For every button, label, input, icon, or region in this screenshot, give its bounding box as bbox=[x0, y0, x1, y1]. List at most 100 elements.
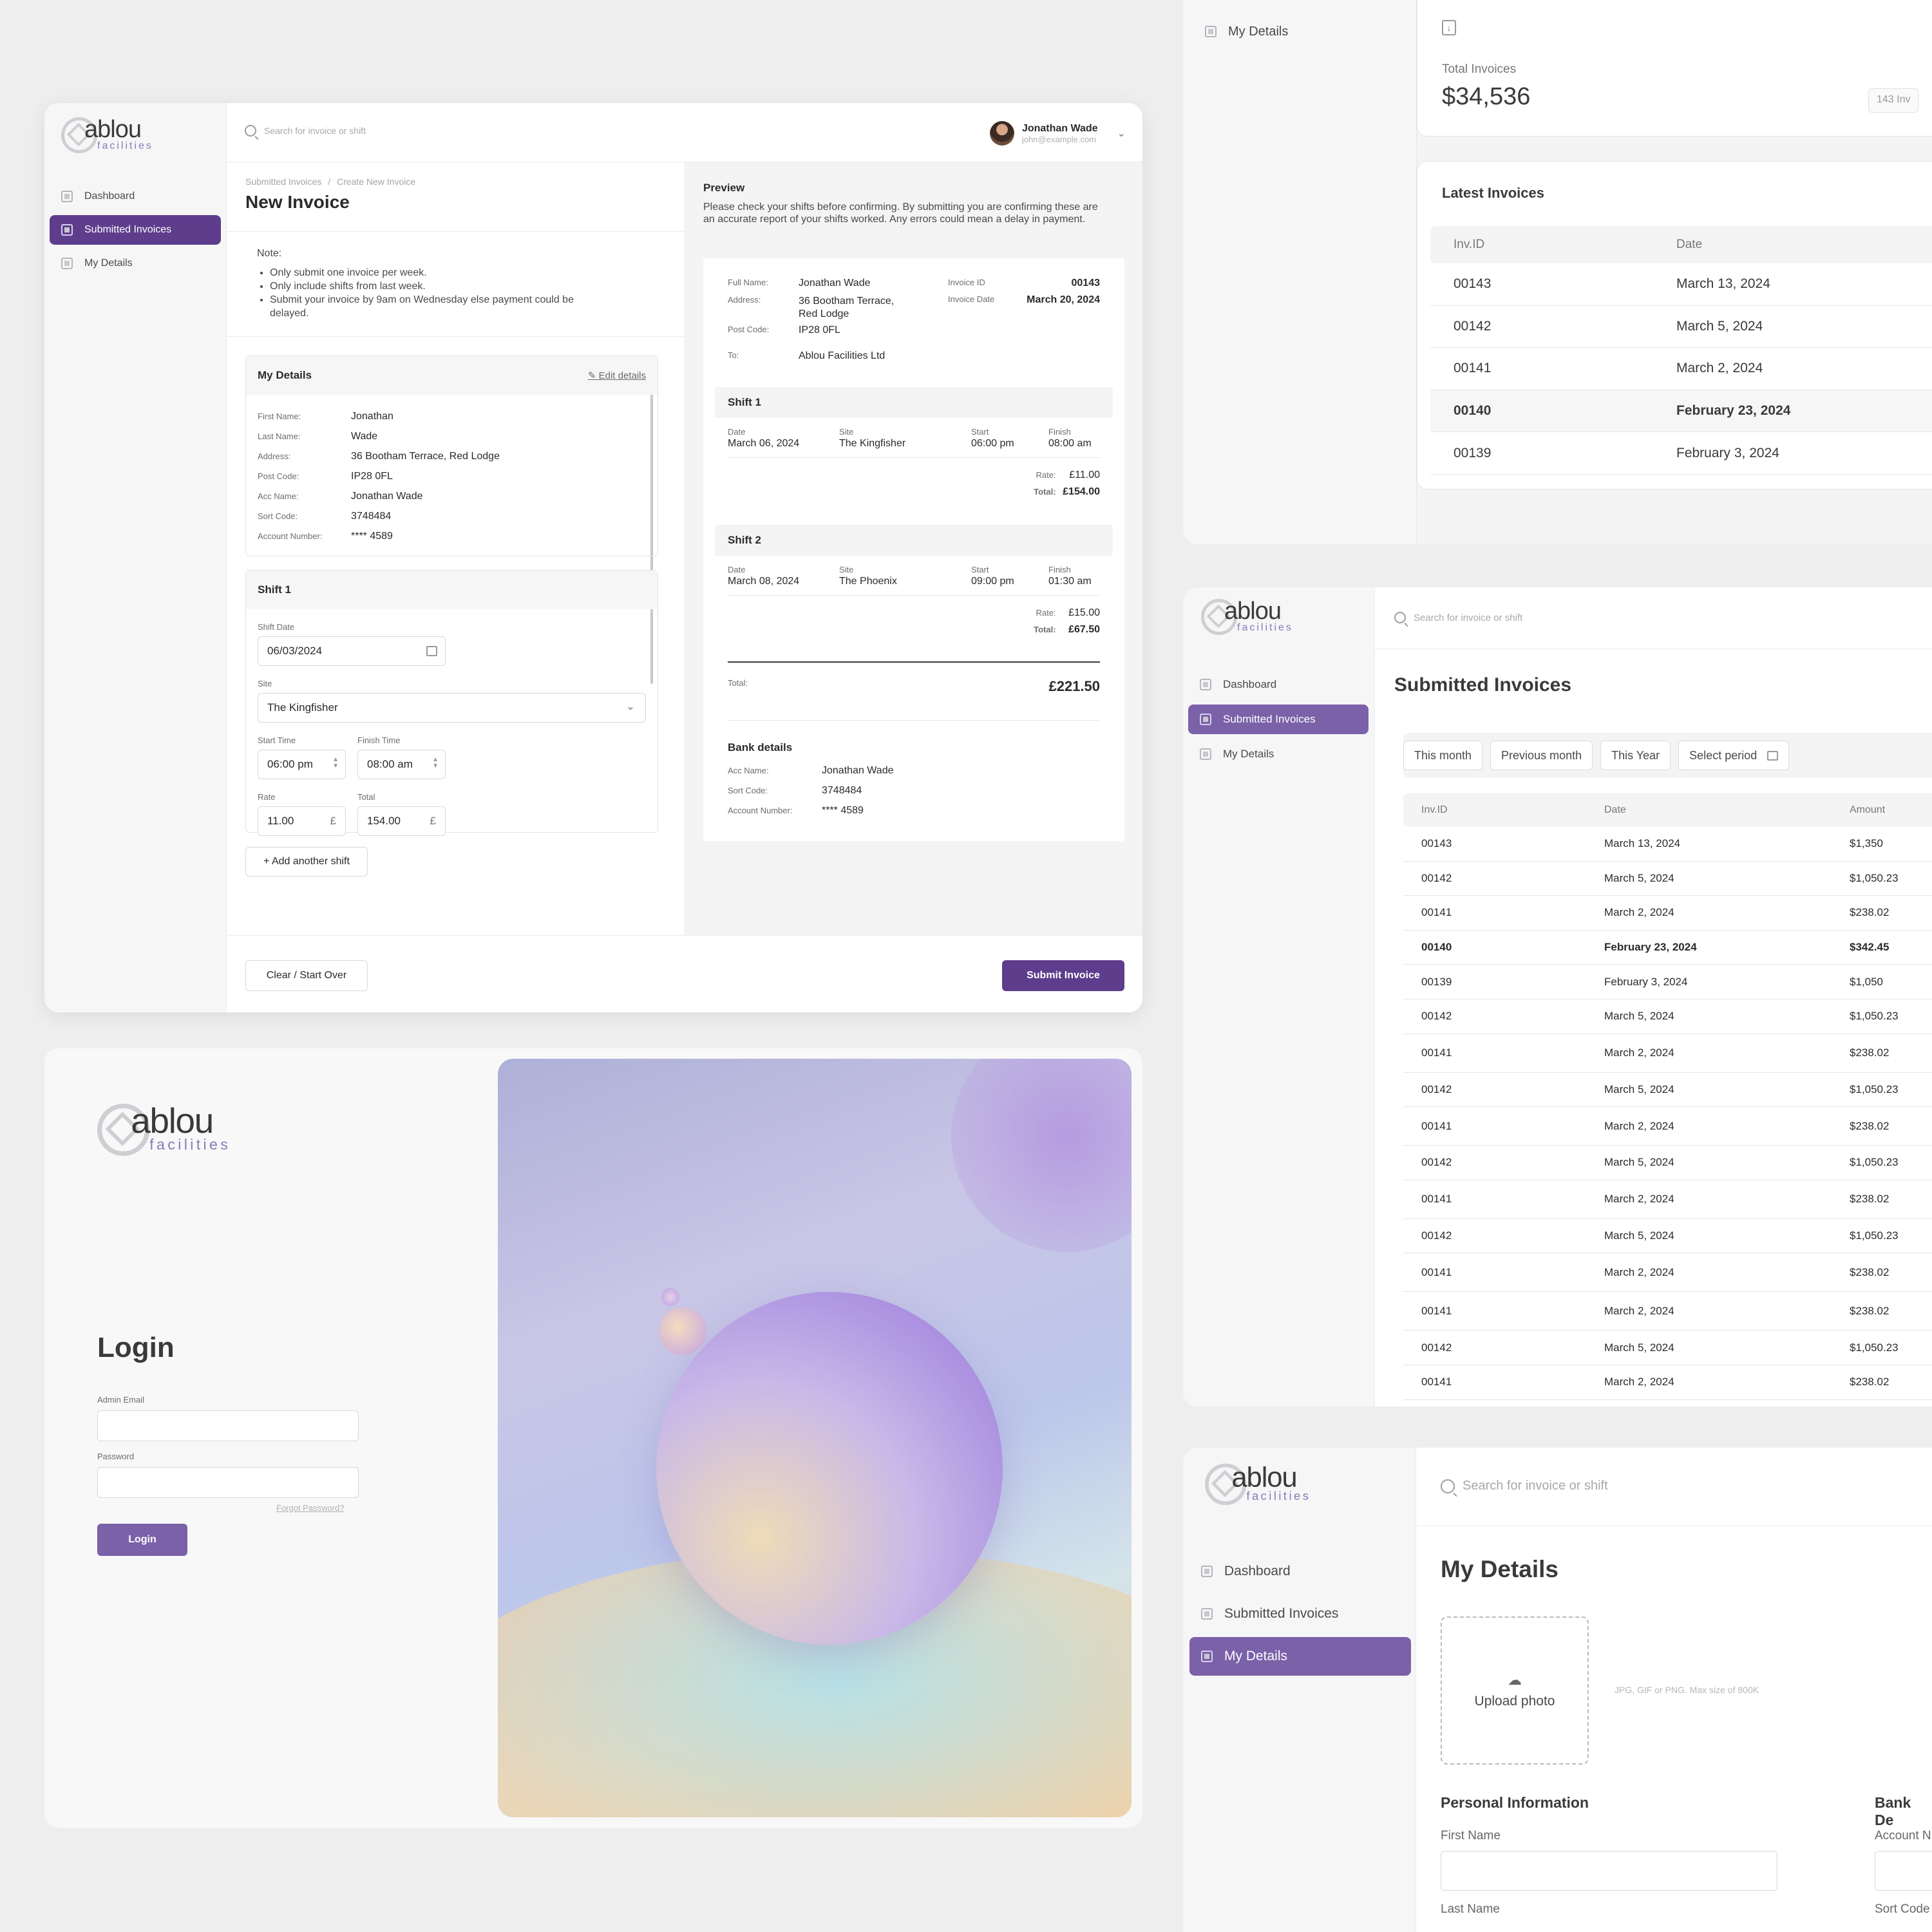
page-title: Submitted Invoices bbox=[1394, 674, 1572, 696]
password-field[interactable] bbox=[97, 1467, 359, 1498]
grand-total: £221.50 bbox=[1048, 678, 1100, 694]
sidebar: ablou facilities Dashboard Submitted Inv… bbox=[44, 103, 227, 1012]
user-menu[interactable]: Jonathan Wade john@example.com ⌄ bbox=[989, 121, 1126, 146]
chevron-down-icon: ⌄ bbox=[625, 700, 635, 712]
table-row[interactable]: 00141 March 2, 2024 $238.02 bbox=[1403, 1180, 1932, 1219]
table-row[interactable]: 00139 February 3, 2024 bbox=[1430, 432, 1932, 475]
table-row[interactable]: 00142 March 5, 2024 $1,050.23 bbox=[1403, 1331, 1932, 1365]
invoice-icon bbox=[1201, 1608, 1213, 1620]
nav-my-details[interactable]: My Details bbox=[1188, 739, 1368, 769]
table-row[interactable]: 00140 February 23, 2024 bbox=[1430, 390, 1932, 433]
dashboard-icon bbox=[1201, 1566, 1213, 1577]
nav-submitted-invoices[interactable]: Submitted Invoices bbox=[50, 215, 221, 245]
login-button[interactable]: Login bbox=[97, 1524, 187, 1556]
forgot-password-link[interactable]: Forgot Password? bbox=[276, 1503, 345, 1513]
nav-dashboard[interactable]: Dashboard bbox=[1189, 1552, 1411, 1591]
page-title: My Details bbox=[1441, 1556, 1559, 1582]
note-box: Note: Only submit one invoice per week. … bbox=[257, 248, 618, 320]
my-details-card: My Details ✎ Edit details First Name: Jon… bbox=[245, 355, 658, 556]
breadcrumb-current: Create New Invoice bbox=[336, 176, 416, 187]
table-row[interactable]: 00141 March 2, 2024 $238.02 bbox=[1403, 1292, 1932, 1331]
stepper-icon[interactable]: ▲ ▼ bbox=[332, 756, 339, 770]
table-row[interactable]: 00140 February 23, 2024 $342.45 bbox=[1403, 931, 1932, 965]
table-row[interactable]: 00141 March 2, 2024 bbox=[1430, 348, 1932, 390]
rate-input[interactable]: 11.00 £ bbox=[258, 806, 346, 836]
sidebar: ablou facilities Dashboard Submitted Inv… bbox=[1183, 587, 1375, 1406]
submitted-invoices-table: 00143 March 13, 2024 $1,350 00142 March 5, 2… bbox=[1403, 827, 1932, 1400]
edit-details-link[interactable]: ✎ Edit details bbox=[587, 370, 646, 381]
table-row[interactable]: 00141 March 2, 2024 $238.02 bbox=[1403, 1034, 1932, 1073]
table-row[interactable]: 00142 March 5, 2024 $1,050.23 bbox=[1403, 999, 1932, 1034]
table-row[interactable]: 00142 March 5, 2024 bbox=[1430, 306, 1932, 348]
submit-invoice-button[interactable]: Submit Invoice bbox=[1002, 960, 1124, 991]
search-input[interactable]: Search for invoice or shift bbox=[1463, 1479, 1608, 1493]
table-row[interactable]: 00141 March 2, 2024 $238.02 bbox=[1403, 1365, 1932, 1400]
nav-my-details[interactable]: My Details bbox=[1193, 17, 1354, 46]
search-icon bbox=[1394, 612, 1406, 623]
brand-logo: ablou facilities bbox=[1201, 596, 1291, 638]
new-invoice-window: ablou facilities Dashboard Submitted Inv… bbox=[44, 103, 1142, 1012]
table-row[interactable]: 00142 March 5, 2024 $1,050.23 bbox=[1403, 1219, 1932, 1254]
site-select[interactable]: The Kingfisher ⌄ bbox=[258, 693, 646, 723]
submitted-invoices-window: ablou facilities Dashboard Submitted Inv… bbox=[1183, 587, 1932, 1406]
nav-submitted-invoices[interactable]: Submitted Invoices bbox=[1188, 705, 1368, 734]
table-row[interactable]: 00143 March 13, 2024 bbox=[1430, 263, 1932, 306]
table-row[interactable]: 00142 March 5, 2024 $1,050.23 bbox=[1403, 1146, 1932, 1180]
latest-invoices-card: Latest Invoices Inv.ID Date 00143 March 1… bbox=[1417, 161, 1932, 489]
pencil-icon: ✎ bbox=[587, 370, 596, 381]
table-row[interactable]: 00142 March 5, 2024 $1,050.23 bbox=[1403, 862, 1932, 896]
search-input[interactable]: Search for invoice or shift bbox=[1414, 612, 1523, 623]
topbar: Search for invoice or shift bbox=[1375, 587, 1932, 649]
period-filter: This month Previous month This Year Sele… bbox=[1403, 733, 1932, 778]
dashboard-window: My Details ↓ Total Invoices $34,536 143 … bbox=[1183, 0, 1932, 544]
nav-dashboard[interactable]: Dashboard bbox=[50, 182, 221, 211]
total-input[interactable]: 154.00 £ bbox=[357, 806, 446, 836]
nav-dashboard[interactable]: Dashboard bbox=[1188, 670, 1368, 699]
search-icon bbox=[1441, 1479, 1455, 1493]
filter-select-period[interactable]: Select period bbox=[1678, 741, 1790, 770]
add-shift-button[interactable]: + Add another shift bbox=[245, 847, 368, 876]
invoice-preview-card: Full Name: Jonathan Wade Address: 36 Booth… bbox=[703, 258, 1124, 841]
table-row[interactable]: 00141 March 2, 2024 $238.02 bbox=[1403, 896, 1932, 931]
topbar: Search for invoice or shift Jonathan Wad… bbox=[227, 103, 1142, 162]
filter-this-year[interactable]: This Year bbox=[1600, 741, 1671, 770]
details-icon bbox=[1200, 748, 1211, 760]
form-scrollbar[interactable] bbox=[650, 355, 653, 684]
preview-shift: Shift 1 Date March 06, 2024 Site The Kin… bbox=[715, 387, 1113, 500]
download-icon[interactable]: ↓ bbox=[1442, 20, 1456, 35]
table-row[interactable]: 00139 February 3, 2024 $1,050 bbox=[1403, 965, 1932, 999]
nav-my-details[interactable]: My Details bbox=[1189, 1637, 1411, 1676]
search-input[interactable]: Search for invoice or shift bbox=[264, 126, 366, 136]
calendar-icon bbox=[1767, 750, 1779, 761]
filter-this-month[interactable]: This month bbox=[1403, 741, 1483, 770]
nav-my-details[interactable]: My Details bbox=[50, 249, 221, 278]
table-row[interactable]: 00142 March 5, 2024 $1,050.23 bbox=[1403, 1073, 1932, 1108]
breadcrumb-parent[interactable]: Submitted Invoices bbox=[245, 176, 322, 187]
finish-time-input[interactable]: 08:00 am ▲ ▼ bbox=[357, 750, 446, 779]
table-row[interactable]: 00141 March 2, 2024 $238.02 bbox=[1403, 1107, 1932, 1146]
upload-photo-button[interactable]: ☁ Upload photo bbox=[1441, 1616, 1589, 1765]
table-row[interactable]: 00143 March 13, 2024 $1,350 bbox=[1403, 827, 1932, 862]
login-title: Login bbox=[97, 1332, 175, 1363]
search-bar[interactable]: Search for invoice or shift bbox=[1441, 1479, 1608, 1493]
email-field[interactable] bbox=[97, 1410, 359, 1441]
shift-date-input[interactable]: 06/03/2024 bbox=[258, 636, 446, 666]
chevron-down-icon[interactable]: ⌄ bbox=[1117, 128, 1126, 139]
stepper-icon[interactable]: ▲ ▼ bbox=[432, 756, 439, 770]
details-icon bbox=[1201, 1651, 1213, 1662]
page-title: New Invoice bbox=[245, 192, 350, 212]
filter-previous-month[interactable]: Previous month bbox=[1490, 741, 1593, 770]
search-bar[interactable]: Search for invoice or shift bbox=[245, 125, 366, 137]
start-time-input[interactable]: 06:00 pm ▲ ▼ bbox=[258, 750, 346, 779]
search-bar[interactable]: Search for invoice or shift bbox=[1394, 612, 1522, 623]
nav-submitted-invoices[interactable]: Submitted Invoices bbox=[1189, 1595, 1411, 1633]
invoice-form: Submitted Invoices / Create New Invoice … bbox=[227, 162, 685, 935]
details-icon bbox=[1205, 26, 1217, 37]
calendar-icon[interactable] bbox=[426, 646, 437, 656]
account-number-field[interactable] bbox=[1875, 1851, 1932, 1891]
table-row[interactable]: 00141 March 2, 2024 $238.02 bbox=[1403, 1253, 1932, 1293]
first-name-field[interactable] bbox=[1441, 1851, 1777, 1891]
invoice-icon bbox=[1200, 714, 1211, 725]
shift-card: Shift 1 Shift Date 06/03/2024 Site The K… bbox=[245, 570, 658, 836]
clear-button[interactable]: Clear / Start Over bbox=[245, 960, 368, 991]
